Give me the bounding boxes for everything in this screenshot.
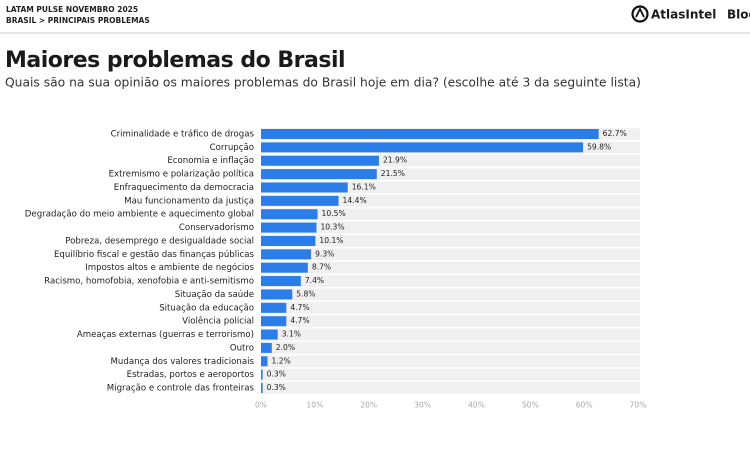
row-background [261,194,640,207]
value-label: 7.4% [305,276,324,285]
value-label: 8.7% [312,263,331,272]
row-background [261,261,640,274]
bar [261,342,272,353]
row-background [261,315,640,328]
bar [261,262,308,273]
category-label: Situação da saúde [175,290,254,300]
value-label: 0.3% [267,383,286,392]
category-label: Situação da educação [159,303,254,313]
partner-name: Bloo [727,8,750,22]
value-label: 14.4% [343,196,367,205]
bar [261,316,287,327]
category-label: Equilíbrio fiscal e gestão das finanças … [54,250,255,260]
value-label: 62.7% [603,129,627,138]
row-background [261,328,640,341]
category-label: Racismo, homofobia, xenofobia e anti-sem… [44,277,254,287]
category-label: Mudança dos valores tradicionais [111,357,255,367]
value-label: 59.8% [587,142,611,151]
category-label: Degradação do meio ambiente e aqueciment… [25,210,254,220]
category-label: Violência policial [182,316,254,327]
category-label: Pobreza, desemprego e desigualdade socia… [65,236,254,246]
x-tick-label: 20% [360,401,377,410]
x-tick-label: 40% [468,401,485,410]
row-background [261,368,640,381]
x-tick-label: 30% [414,401,431,410]
survey-label: LATAM PULSE NOVEMBRO 2025 [6,5,138,14]
category-label: Estradas, portos e aeroportos [127,370,255,380]
bar [261,329,278,340]
chart-title: Maiores problemas do Brasil [5,48,345,73]
breadcrumb: BRASIL > PRINCIPAIS PROBLEMAS [6,16,150,25]
category-label: Criminalidade e tráfico de drogas [111,130,255,140]
bar [261,235,316,246]
value-label: 9.3% [315,249,334,258]
value-label: 0.3% [267,370,286,379]
bar [261,155,379,166]
bar [261,195,339,206]
row-background [261,235,640,247]
row-background [261,301,640,314]
x-tick-label: 60% [576,401,593,410]
brand-logo [631,5,649,23]
row-background [261,275,640,287]
row-background [261,248,640,261]
bar [261,302,287,313]
value-label: 21.5% [381,169,405,178]
bar [261,169,377,180]
x-tick-label: 0% [255,401,267,410]
row-background [261,154,640,167]
category-label: Extremismo e polarização política [109,170,254,180]
bar [261,142,584,153]
value-label: 4.7% [290,303,309,312]
value-label: 10.5% [322,209,346,218]
value-label: 3.1% [282,330,301,339]
bar [261,289,293,300]
bar [261,209,318,220]
category-label: Conservadorismo [179,223,254,233]
value-label: 5.8% [296,289,315,298]
category-label: Enfraquecimento da democracia [114,183,254,193]
bar [261,276,301,287]
bar [261,249,312,260]
brand-name: AtlasIntel [651,8,716,22]
bar [261,129,599,139]
row-background [261,221,640,234]
row-background [261,342,640,354]
bar [261,182,348,193]
category-label: Mau funcionamento da justiça [124,196,254,206]
bar [261,356,268,367]
category-label: Economia e inflação [167,156,254,166]
x-tick-label: 50% [522,401,539,410]
row-background [261,288,640,301]
value-label: 10.3% [320,223,344,232]
value-label: 2.0% [276,343,295,352]
category-label: Outro [230,343,254,353]
bar [261,222,317,233]
value-label: 16.1% [352,182,376,191]
value-label: 21.9% [383,156,407,165]
chart-subtitle: Quais são na sua opinião os maiores prob… [5,76,641,90]
x-tick-label: 70% [630,401,647,410]
category-label: Migração e controle das fronteiras [107,384,255,394]
bar [261,383,263,394]
bar [261,369,263,380]
x-tick-label: 10% [306,401,323,410]
row-background [261,382,640,394]
row-background [261,168,640,180]
category-label: Impostos altos e ambiente de negócios [85,262,254,273]
row-background [261,181,640,194]
row-background [261,355,640,368]
row-background [261,208,640,221]
category-label: Corrupção [210,143,254,153]
value-label: 4.7% [290,316,309,325]
value-label: 1.2% [271,356,290,365]
value-label: 10.1% [319,236,343,245]
category-label: Ameaças externas (guerras e terrorismo) [77,330,254,340]
